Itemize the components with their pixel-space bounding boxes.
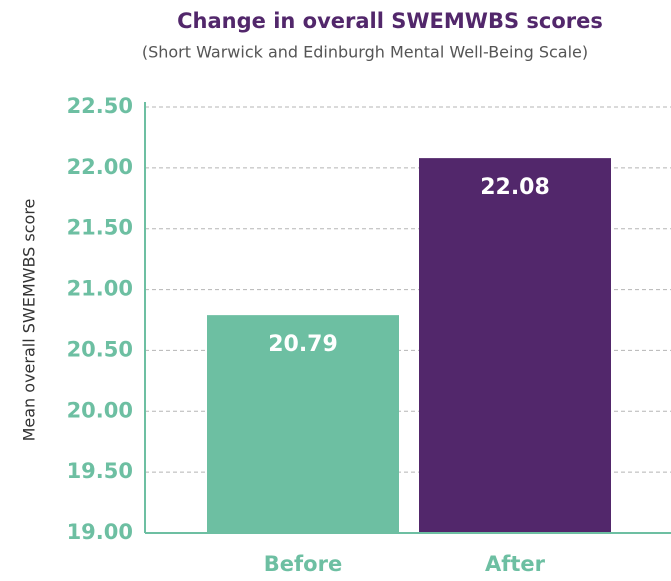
x-tick-label: Before (264, 552, 342, 576)
y-tick-label: 21.00 (67, 277, 133, 301)
y-tick-label: 19.50 (67, 459, 133, 483)
data-label: 20.79 (268, 332, 338, 357)
bar (419, 158, 611, 533)
x-tick-label: After (485, 552, 546, 576)
chart-title: Change in overall SWEMWBS scores (177, 9, 603, 33)
y-tick-label: 21.50 (67, 216, 133, 240)
chart-subtitle: (Short Warwick and Edinburgh Mental Well… (142, 43, 588, 62)
y-tick-label: 22.00 (67, 155, 133, 179)
y-tick-label: 20.50 (67, 337, 133, 361)
y-tick-label: 20.00 (67, 398, 133, 422)
y-tick-label: 19.00 (67, 520, 133, 544)
y-tick-label: 22.50 (67, 94, 133, 118)
y-axis-label: Mean overall SWEMWBS score (20, 199, 39, 442)
bar (207, 315, 399, 533)
data-label: 22.08 (480, 175, 550, 200)
